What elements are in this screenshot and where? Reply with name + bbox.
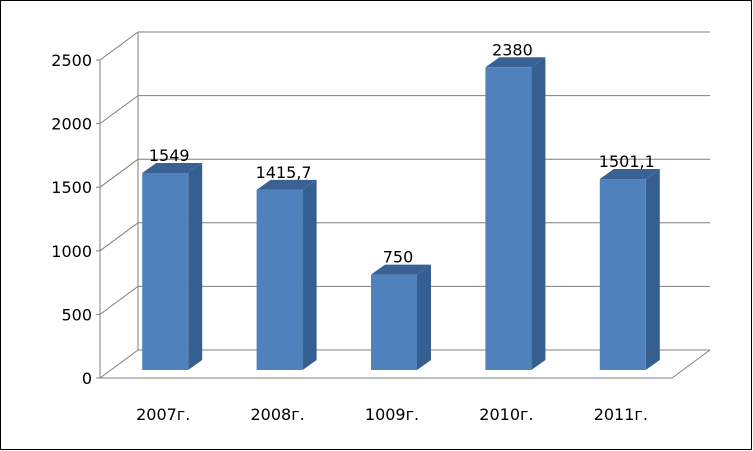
x-tick-label: 2007г. <box>136 405 190 424</box>
bar-side <box>302 179 317 370</box>
bar-top <box>256 179 317 190</box>
bar-top <box>485 57 546 68</box>
bar-top <box>371 264 431 275</box>
y-tick-label: 0 <box>82 369 92 388</box>
y-tick-label: 2500 <box>51 51 92 70</box>
x-tick-label: 2011г. <box>594 405 648 424</box>
data-label: 750 <box>383 248 414 267</box>
x-tick-label: 1009г. <box>365 405 419 424</box>
gridline-diagonal <box>99 95 139 125</box>
gridline-diagonal <box>99 222 139 252</box>
bar-side <box>188 162 203 370</box>
bar <box>371 274 417 370</box>
gridline-diagonal <box>99 285 139 315</box>
data-label: 1415,7 <box>256 163 312 182</box>
y-tick-label: 2000 <box>51 115 92 134</box>
labels: 0 500 1000 1500 2000 2500 1549 2007г. 1415,7 2008… <box>51 40 655 424</box>
x-tick-label: 2008г. <box>250 405 304 424</box>
bar-top <box>142 162 203 173</box>
data-label: 1501,1 <box>599 152 655 171</box>
floor-right-edge <box>671 349 711 379</box>
gridline-diagonal <box>99 31 139 61</box>
gridline-diagonal <box>99 158 139 188</box>
bar <box>485 67 532 370</box>
data-label: 1549 <box>149 146 190 165</box>
data-label: 2380 <box>492 40 533 59</box>
bar <box>599 179 646 370</box>
bar <box>256 189 303 370</box>
bar-side <box>531 57 546 370</box>
axes <box>96 32 711 379</box>
bar-top <box>599 169 660 180</box>
x-tick-label: 2010г. <box>479 405 533 424</box>
y-tick-label: 1000 <box>51 242 92 261</box>
bar <box>142 172 189 370</box>
bars <box>142 57 660 370</box>
y-tick-label: 500 <box>61 305 92 324</box>
bar-side <box>417 264 431 370</box>
gridline-diagonal <box>99 349 139 379</box>
y-tick-label: 1500 <box>51 178 92 197</box>
bar-side <box>645 169 660 370</box>
